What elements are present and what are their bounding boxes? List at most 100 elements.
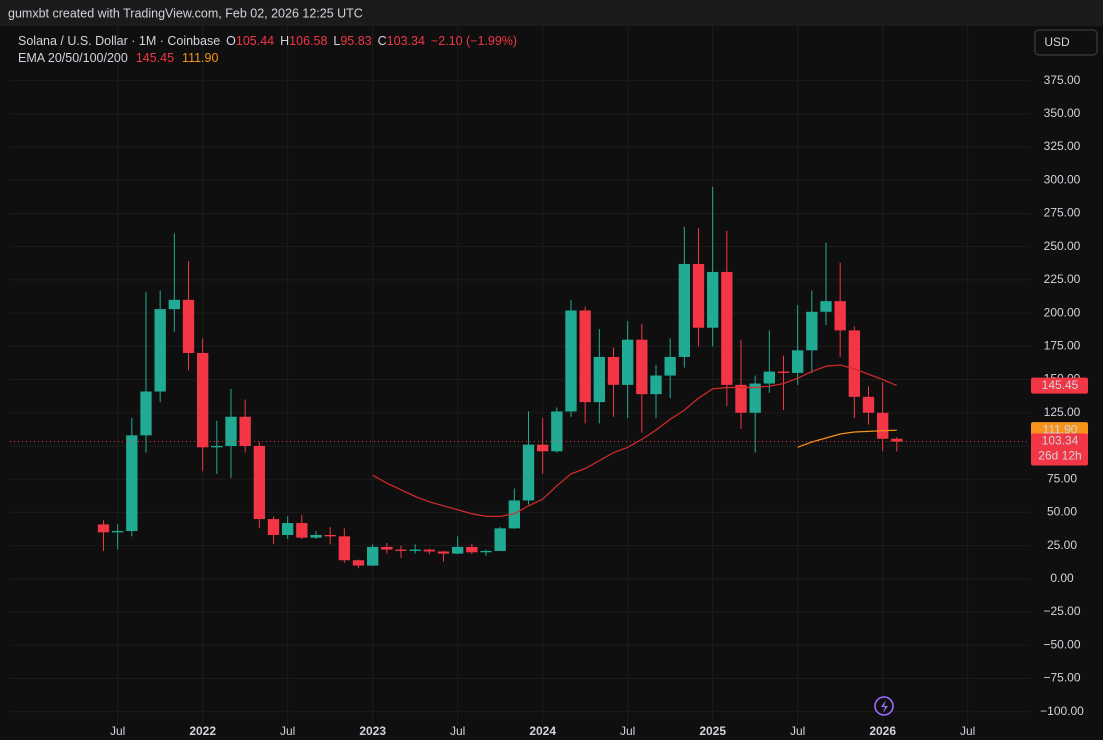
candle-body bbox=[211, 445, 223, 448]
countdown: 26d 12h bbox=[1038, 449, 1081, 463]
price-label-box bbox=[1031, 433, 1088, 466]
candle-body bbox=[735, 384, 747, 413]
indicator-legend: EMA 20/50/100/200 145.45 111.90 bbox=[18, 51, 218, 65]
y-tick-label: 175.00 bbox=[1044, 339, 1081, 353]
y-tick-label: 125.00 bbox=[1044, 405, 1081, 419]
logo-bolt bbox=[881, 700, 888, 713]
candle-body bbox=[749, 383, 761, 413]
logo bbox=[874, 696, 894, 716]
candle-body bbox=[522, 444, 535, 501]
x-tick-label: 2026 bbox=[869, 724, 896, 738]
candle-body bbox=[352, 560, 365, 566]
candle-body bbox=[239, 416, 251, 446]
candle-body bbox=[168, 299, 180, 310]
candle-body bbox=[296, 523, 308, 538]
y-tick-label: −50.00 bbox=[1043, 637, 1080, 651]
candle-body bbox=[579, 310, 591, 403]
x-tick-label: Jul bbox=[790, 724, 805, 738]
y-tick-label: −100.00 bbox=[1040, 704, 1084, 718]
y-tick-label: −75.00 bbox=[1043, 671, 1080, 685]
candle-body bbox=[310, 535, 322, 538]
indicator-name: EMA 20/50/100/200 bbox=[18, 51, 128, 65]
candle-body bbox=[140, 391, 152, 436]
candle-body bbox=[197, 352, 209, 448]
candle-body bbox=[253, 445, 265, 520]
candle-body bbox=[395, 549, 407, 551]
candle-body bbox=[877, 412, 889, 439]
ema-line bbox=[372, 364, 898, 518]
candle-body bbox=[707, 271, 719, 328]
y-tick-label: 250.00 bbox=[1044, 239, 1081, 253]
y-tick-label: 225.00 bbox=[1044, 272, 1081, 286]
ema-price-label: 145.45 bbox=[1042, 378, 1079, 392]
candle-body bbox=[678, 263, 690, 357]
candle-body bbox=[834, 301, 846, 331]
candle-body bbox=[267, 519, 280, 536]
candle-body bbox=[112, 531, 124, 533]
candle-body bbox=[636, 339, 648, 395]
y-tick-label: −25.00 bbox=[1043, 604, 1080, 618]
h-label: H bbox=[280, 34, 289, 48]
candle-body bbox=[480, 550, 492, 553]
candle-body bbox=[494, 528, 506, 551]
candle-body bbox=[466, 546, 478, 553]
candle-body bbox=[225, 416, 237, 446]
o-value: 105.44 bbox=[236, 34, 274, 48]
top-bar-text: gumxbt created with TradingView.com, Feb… bbox=[8, 6, 363, 20]
y-tick-label: 275.00 bbox=[1044, 206, 1081, 220]
candle-body bbox=[182, 299, 195, 353]
candle-body bbox=[97, 524, 110, 533]
candle-body bbox=[862, 396, 875, 413]
usd-button-box[interactable] bbox=[1034, 29, 1098, 56]
candle-body bbox=[650, 375, 662, 395]
candle-body bbox=[508, 500, 520, 529]
candle-body bbox=[891, 438, 903, 442]
y-tick-label: 300.00 bbox=[1044, 172, 1081, 186]
usd-button-text[interactable]: USD bbox=[1044, 35, 1070, 49]
x-tick-label: 2023 bbox=[359, 724, 386, 738]
candle-body bbox=[806, 311, 818, 351]
logo-circle bbox=[874, 696, 894, 716]
candle-body bbox=[692, 263, 705, 328]
candle-body bbox=[409, 549, 421, 551]
h-value: 106.58 bbox=[289, 34, 327, 48]
candle-body bbox=[423, 549, 435, 552]
candle-body bbox=[338, 536, 350, 561]
y-tick-label: 200.00 bbox=[1044, 305, 1081, 319]
x-tick-label: 2025 bbox=[699, 724, 726, 738]
x-tick-label: Jul bbox=[280, 724, 295, 738]
x-tick-label: Jul bbox=[450, 724, 465, 738]
candle-body bbox=[367, 546, 379, 566]
c-value: 103.34 bbox=[387, 34, 425, 48]
candle-body bbox=[452, 546, 464, 554]
ema-value: 145.45 bbox=[136, 51, 174, 65]
x-tick-label: Jul bbox=[620, 724, 635, 738]
y-tick-label: 350.00 bbox=[1044, 106, 1081, 120]
y-tick-label: 325.00 bbox=[1044, 139, 1081, 153]
price-label: 103.34 bbox=[1042, 434, 1079, 448]
symbol: Solana / U.S. Dollar · 1M · Coinbase bbox=[18, 34, 220, 48]
candle-body bbox=[777, 371, 790, 373]
ema-price-label: 111.90 bbox=[1043, 422, 1078, 436]
ema-value: 111.90 bbox=[182, 51, 218, 65]
y-tick-label: 0.00 bbox=[1050, 571, 1074, 585]
y-tick-label: 25.00 bbox=[1047, 538, 1077, 552]
candle-body bbox=[848, 330, 860, 397]
candle-body bbox=[381, 546, 393, 550]
candle-body bbox=[437, 551, 450, 554]
candle-body bbox=[154, 309, 166, 392]
candle-body bbox=[763, 371, 775, 384]
candle-body bbox=[593, 356, 605, 403]
usd-button[interactable]: USD bbox=[1034, 29, 1098, 56]
c-label: C bbox=[378, 34, 387, 48]
o-label: O bbox=[226, 34, 236, 48]
y-tick-label: 50.00 bbox=[1047, 505, 1077, 519]
header-legend: Solana / U.S. Dollar · 1M · Coinbase O105… bbox=[18, 34, 517, 48]
l-label: L bbox=[333, 34, 340, 48]
ema-price-label-box bbox=[1031, 377, 1088, 394]
change: −2.10 (−1.99%) bbox=[431, 34, 517, 48]
x-tick-label: Jul bbox=[960, 724, 975, 738]
top-bar bbox=[0, 0, 1103, 26]
